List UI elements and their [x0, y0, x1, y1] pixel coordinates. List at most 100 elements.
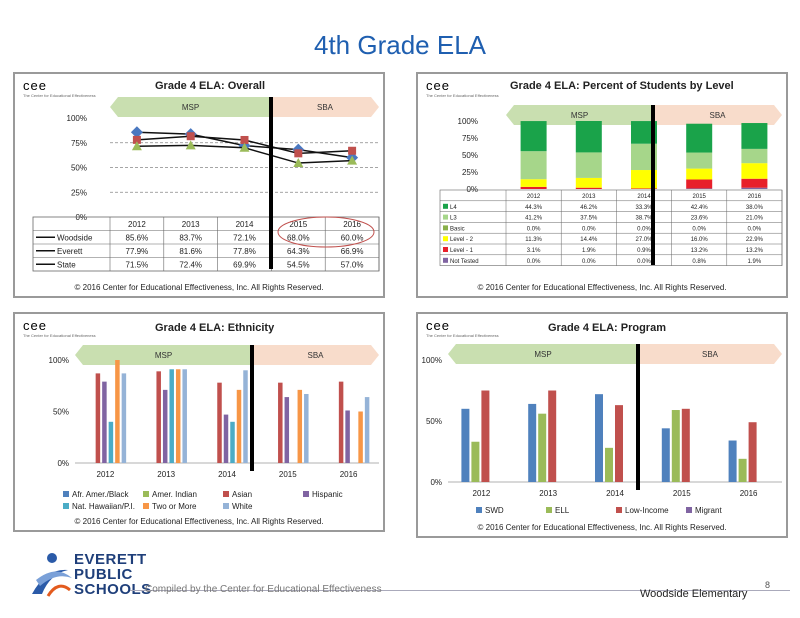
table-cell-value: 21.0%: [746, 216, 764, 222]
bar-hispanic: [102, 381, 107, 463]
ethnicity-chart-panel: cee The Center for Educational Effective…: [13, 312, 385, 532]
levels-chart: MSP SBA 100% 75% 50% 25% 0% 2012 2013 2014 2015 201…: [439, 105, 783, 266]
cee-logo-letters: cee: [426, 78, 450, 93]
stacked-bar-segment: [741, 178, 768, 188]
legend-label-woodside: Woodside: [57, 234, 93, 243]
legend-swatch: [443, 236, 448, 242]
stacked-bar-segment: [520, 186, 547, 189]
x-category-label: 2015: [289, 220, 307, 229]
x-category-label: 2016: [748, 194, 762, 200]
legend-swatch: [546, 507, 552, 513]
bar-swd: [461, 408, 470, 482]
msp-phase-band: [110, 97, 271, 117]
data-point-everett: [294, 149, 303, 158]
x-category-label: 2014: [637, 194, 651, 200]
legend-label: Asian: [232, 490, 252, 499]
table-cell-value: 0.0%: [637, 259, 651, 265]
bar-nat-hawaiian-p-i-: [108, 421, 114, 463]
y-tick-label: 25%: [71, 188, 87, 197]
legend-label: Hispanic: [312, 490, 343, 499]
x-category-label: 2012: [128, 220, 146, 229]
table-cell-value: 0.8%: [692, 259, 706, 265]
cee-logo-tagline: The Center for Educational Effectiveness: [23, 93, 96, 98]
data-table-border: [439, 189, 783, 266]
msp-sba-divider: [250, 345, 254, 471]
x-category-label: 2013: [582, 194, 596, 200]
legend-label: ELL: [555, 506, 570, 515]
legend-swatch: [443, 214, 448, 220]
org-name-line-3: SCHOOLS: [74, 581, 152, 598]
legend-swatch: [443, 247, 448, 252]
table-cell-value: 0.0%: [527, 259, 541, 265]
x-category-label: 2013: [182, 220, 200, 229]
legend-label: Migrant: [695, 506, 722, 515]
bar-nat-hawaiian-p-i-: [230, 421, 235, 463]
x-category-label: 2013: [539, 489, 557, 498]
bar-ell: [538, 413, 547, 482]
table-cell-value: 46.2%: [580, 205, 598, 211]
x-category-label: 2016: [343, 220, 361, 229]
msp-phase-band: [506, 105, 653, 125]
legend-label: Level - 1: [450, 248, 474, 254]
table-cell-value: 66.9%: [341, 247, 364, 256]
table-cell-value: 13.2%: [691, 248, 709, 254]
highlight-ellipse: [277, 216, 375, 248]
table-cell-value: 81.6%: [179, 247, 202, 256]
msp-sba-divider: [636, 344, 640, 490]
data-point-everett: [348, 146, 357, 155]
x-category-label: 2015: [693, 194, 707, 200]
legend-swatch: [686, 507, 692, 513]
stacked-bar-segment: [741, 148, 768, 164]
bar-asian: [338, 381, 344, 463]
legend-label: SWD: [485, 506, 504, 515]
legend-swatch: [303, 491, 309, 497]
data-point-everett: [240, 135, 249, 144]
stacked-bar-segment: [631, 188, 657, 189]
x-category-label: 2016: [740, 489, 758, 498]
copyright-text: © 2016 Center for Educational Effectiven…: [477, 523, 727, 532]
table-cell-value: 69.9%: [233, 261, 256, 270]
bar-swd: [661, 428, 670, 482]
page-title: 4th Grade ELA: [314, 30, 486, 60]
bar-ell: [471, 441, 480, 482]
table-cell-value: 38.7%: [635, 216, 653, 222]
x-category-label: 2012: [473, 489, 491, 498]
table-cell-value: 3.1%: [527, 248, 541, 254]
bar-ell: [671, 410, 680, 482]
org-name-line-1: EVERETT: [74, 551, 147, 568]
school-name: Woodside Elementary: [640, 588, 748, 600]
bar-ell: [738, 458, 747, 482]
bar-low-income: [748, 422, 757, 482]
page-number: 8: [765, 580, 771, 590]
y-tick-label: 100%: [49, 356, 69, 365]
footer-divider: [130, 590, 790, 591]
bar-nat-hawaiian-p-i-: [169, 369, 174, 463]
cee-logo-tagline: The Center for Educational Effectiveness: [426, 333, 499, 338]
table-cell-value: 72.4%: [179, 261, 202, 270]
bar-low-income: [548, 390, 557, 482]
sba-phase-label: SBA: [702, 350, 719, 359]
sba-phase-band: [271, 97, 379, 117]
stacked-bar-segment: [520, 179, 547, 187]
table-cell-value: 1.9%: [582, 248, 596, 254]
bar-two-or-more: [358, 411, 363, 463]
cee-logo: cee The Center for Educational Effective…: [23, 318, 96, 338]
y-tick-label: 50%: [71, 164, 87, 173]
bar-white: [243, 370, 248, 463]
sba-phase-label: SBA: [709, 111, 726, 120]
stacked-bar-segment: [741, 123, 768, 149]
bar-ell: [605, 447, 613, 482]
overall-chart-title: Grade 4 ELA: Overall: [155, 80, 266, 92]
legend-swatch: [143, 503, 149, 509]
y-tick-label: 100%: [67, 114, 87, 123]
y-tick-label: 0%: [466, 185, 478, 194]
legend-label-everett: Everett: [57, 247, 83, 256]
x-category-label: 2015: [279, 470, 297, 479]
legend-label: Low-Income: [625, 506, 669, 515]
copyright-text: © 2016 Center for Educational Effectiven…: [74, 283, 324, 292]
data-point-state: [185, 140, 196, 150]
table-cell-value: 60.0%: [341, 234, 364, 243]
table-cell-value: 23.6%: [691, 216, 709, 222]
stacked-bar-segment: [575, 152, 602, 178]
legend-swatch: [143, 491, 149, 497]
